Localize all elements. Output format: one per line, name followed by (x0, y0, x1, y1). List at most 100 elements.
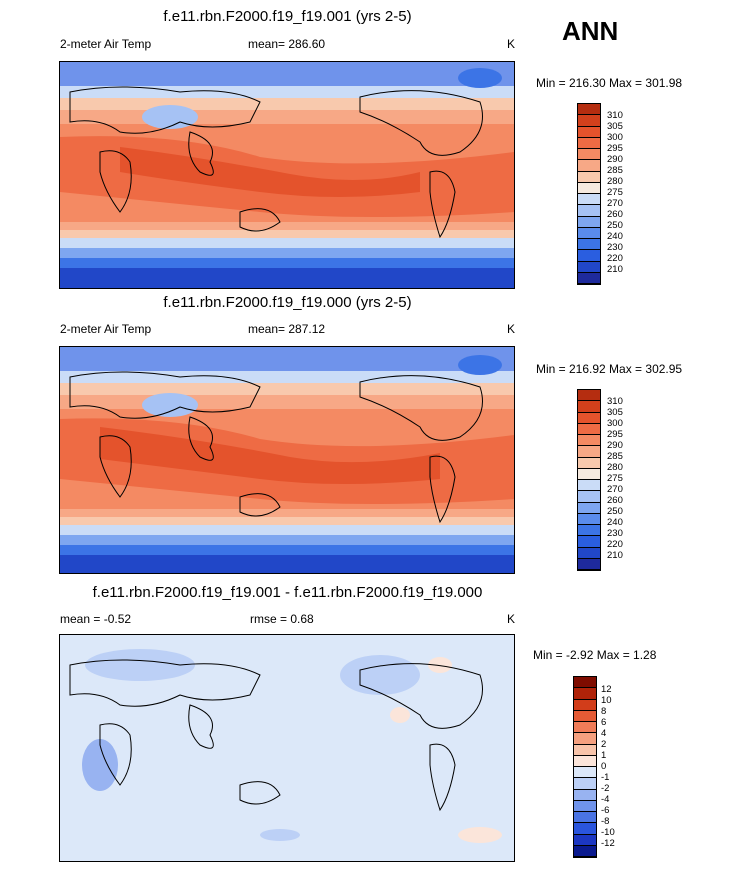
colorbar-tick-label: 285 (607, 165, 623, 176)
colorbar-tick-label: 300 (607, 418, 623, 429)
colorbar-swatch (578, 525, 600, 537)
colorbar-swatch (578, 261, 600, 273)
colorbar-swatch (574, 688, 596, 700)
colorbar-ticks-diff: 12 10 8 6 4 2 1 0 -1 -2 -4 -6 -8 -10 -12 (601, 684, 615, 849)
colorbar-swatch (574, 733, 596, 745)
colorbar-tick-label: 270 (607, 484, 623, 495)
variable-label-top: 2-meter Air Temp (60, 37, 152, 51)
colorbar-tick-label: 295 (607, 429, 623, 440)
colorbar-ticks-middle: 310 305 300 295 290 285 280 275 270 260 250 240 230 2… (607, 396, 623, 561)
colorbar-tick-label: 210 (607, 264, 623, 275)
colorbar-swatch (574, 800, 596, 812)
colorbar-tick-label: 250 (607, 220, 623, 231)
colorbar-middle (577, 389, 601, 571)
colorbar-swatch (578, 216, 600, 228)
colorbar-ticks-top: 310 305 300 295 290 285 280 275 270 260 250 240 230 2… (607, 110, 623, 275)
colorbar-tick-label: 230 (607, 242, 623, 253)
colorbar-swatch (578, 480, 600, 492)
colorbar-diff (573, 676, 597, 858)
map-diff (59, 634, 515, 862)
diff-mean-label: mean = -0.52 (60, 612, 132, 626)
colorbar-swatch (578, 250, 600, 262)
map-middle-svg (60, 347, 514, 573)
colorbar-swatch (578, 468, 600, 480)
colorbar-top (577, 103, 601, 285)
colorbar-tick-label: 210 (607, 550, 623, 561)
colorbar-tick-label: 12 (601, 684, 612, 695)
colorbar-tick-label: 2 (601, 739, 607, 750)
colorbar-tick-label: -12 (601, 838, 615, 849)
colorbar-tick-label: 310 (607, 396, 623, 407)
colorbar-swatch (574, 699, 596, 711)
colorbar-tick-label: -10 (601, 827, 615, 838)
variable-label-middle: 2-meter Air Temp (60, 322, 152, 336)
colorbar-tick-label: 305 (607, 121, 623, 132)
colorbar-tick-label: 275 (607, 187, 623, 198)
colorbar-swatch (574, 789, 596, 801)
colorbar-tick-label: 305 (607, 407, 623, 418)
panel-title-top: f.e11.rbn.F2000.f19_f19.001 (yrs 2-5) (163, 8, 412, 25)
colorbar-swatch (578, 491, 600, 503)
colorbar-swatch (578, 502, 600, 514)
colorbar-tick-label: 280 (607, 462, 623, 473)
map-middle (59, 346, 515, 574)
colorbar-tick-label: -1 (601, 772, 610, 783)
colorbar-tick-label: 275 (607, 473, 623, 484)
map-top (59, 61, 515, 289)
colorbar-swatch (578, 149, 600, 161)
colorbar-tick-label: -8 (601, 816, 610, 827)
minmax-label-middle: Min = 216.92 Max = 302.95 (536, 362, 683, 376)
colorbar-tick-label: -4 (601, 794, 610, 805)
colorbar-swatch (578, 272, 600, 284)
colorbar-tick-label: 295 (607, 143, 623, 154)
mean-label-middle: mean= 287.12 (248, 322, 326, 336)
colorbar-swatch (578, 182, 600, 194)
colorbar-swatch (574, 722, 596, 734)
colorbar-swatch (578, 513, 600, 525)
colorbar-swatch (578, 126, 600, 138)
colorbar-swatch (578, 390, 600, 402)
colorbar-tick-label: 280 (607, 176, 623, 187)
colorbar-swatch (578, 104, 600, 116)
colorbar-swatch (574, 767, 596, 779)
colorbar-swatch (578, 115, 600, 127)
panel-title-diff: f.e11.rbn.F2000.f19_f19.001 - f.e11.rbn.… (92, 584, 483, 601)
colorbar-swatch (574, 834, 596, 846)
colorbar-tick-label: 240 (607, 231, 623, 242)
units-label-diff: K (507, 612, 516, 626)
colorbar-tick-label: 8 (601, 706, 607, 717)
colorbar-tick-label: 0 (601, 761, 607, 772)
colorbar-tick-label: 6 (601, 717, 607, 728)
units-label-top: K (507, 37, 516, 51)
colorbar-tick-label: 250 (607, 506, 623, 517)
colorbar-swatch (578, 446, 600, 458)
minmax-label-top: Min = 216.30 Max = 301.98 (536, 76, 683, 90)
colorbar-tick-label: 4 (601, 728, 607, 739)
colorbar-tick-label: 270 (607, 198, 623, 209)
colorbar-tick-label: 10 (601, 695, 612, 706)
colorbar-swatch (578, 547, 600, 559)
season-label: ANN (562, 16, 619, 46)
colorbar-tick-label: 220 (607, 539, 623, 550)
colorbar-tick-label: 1 (601, 750, 607, 761)
colorbar-tick-label: 260 (607, 209, 623, 220)
map-top-svg (60, 62, 514, 288)
colorbar-swatch (578, 227, 600, 239)
colorbar-swatch (574, 845, 596, 857)
colorbar-tick-label: 220 (607, 253, 623, 264)
colorbar-tick-label: 240 (607, 517, 623, 528)
colorbar-swatch (578, 457, 600, 469)
diff-rmse-label: rmse = 0.68 (250, 612, 314, 626)
colorbar-swatch (578, 205, 600, 217)
colorbar-tick-label: 300 (607, 132, 623, 143)
colorbar-swatch (578, 423, 600, 435)
colorbar-swatch (578, 412, 600, 424)
colorbar-swatch (574, 778, 596, 790)
colorbar-swatch (578, 435, 600, 447)
colorbar-swatch (574, 744, 596, 756)
colorbar-swatch (574, 812, 596, 824)
mean-label-top: mean= 286.60 (248, 37, 326, 51)
colorbar-tick-label: -2 (601, 783, 610, 794)
colorbar-tick-label: 310 (607, 110, 623, 121)
